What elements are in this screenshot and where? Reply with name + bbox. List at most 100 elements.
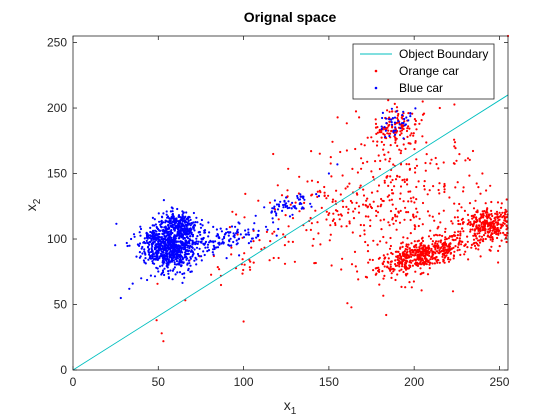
data-point (378, 268, 381, 271)
data-point (402, 251, 405, 254)
data-point (419, 243, 422, 246)
data-point (183, 237, 186, 240)
data-point (180, 264, 183, 267)
data-point (415, 215, 418, 218)
data-point (385, 122, 388, 125)
data-point (389, 244, 392, 248)
data-point (174, 273, 177, 276)
data-point (405, 129, 409, 133)
data-point (153, 262, 156, 265)
data-point (312, 237, 315, 241)
data-point (236, 242, 239, 245)
data-point (189, 257, 192, 260)
data-point (143, 250, 146, 253)
data-point (388, 118, 391, 121)
data-point (408, 163, 411, 166)
data-point (398, 265, 401, 268)
data-point (415, 158, 418, 161)
data-point (193, 248, 196, 251)
data-point (345, 149, 348, 152)
data-point (153, 255, 156, 258)
data-point (334, 200, 337, 203)
data-point (423, 257, 427, 260)
data-point (329, 156, 332, 159)
data-point (389, 132, 392, 135)
data-point (216, 266, 219, 269)
data-point (206, 250, 209, 253)
data-point (402, 253, 405, 256)
data-point (291, 217, 295, 220)
data-point (306, 180, 309, 183)
data-point (130, 237, 133, 241)
data-point (421, 100, 424, 103)
data-point (400, 285, 403, 288)
data-point (360, 157, 363, 160)
data-point (158, 245, 161, 248)
data-point (497, 215, 500, 218)
data-point (204, 240, 208, 243)
data-point (481, 228, 484, 231)
data-point (471, 149, 475, 153)
data-point (225, 257, 228, 260)
data-point (429, 237, 432, 240)
data-point (400, 149, 403, 152)
data-point (382, 235, 385, 239)
data-point (449, 258, 452, 261)
data-point (183, 256, 186, 259)
data-point (393, 123, 397, 126)
data-point (419, 260, 422, 263)
data-point (250, 237, 254, 240)
data-point (447, 251, 450, 254)
data-point (447, 260, 451, 263)
data-point (389, 157, 392, 160)
data-point (177, 233, 180, 236)
data-point (416, 264, 420, 267)
data-point (301, 206, 304, 209)
data-point (500, 239, 503, 242)
data-point (456, 236, 459, 240)
data-point (252, 228, 255, 231)
x-axis-label-base: x (284, 397, 291, 413)
data-point (453, 138, 456, 141)
data-point (378, 270, 381, 273)
data-point (390, 121, 393, 124)
data-point (348, 220, 351, 223)
data-point (392, 130, 395, 134)
data-point (150, 247, 153, 250)
data-point (353, 250, 357, 253)
data-point (433, 219, 436, 222)
data-point (231, 210, 234, 213)
data-point (138, 251, 141, 254)
data-point (442, 250, 445, 253)
data-point (362, 188, 365, 191)
data-point (165, 210, 168, 213)
data-point (396, 264, 399, 267)
data-point (189, 218, 192, 221)
data-point (426, 210, 430, 213)
data-point (398, 269, 401, 272)
data-point (459, 253, 462, 256)
data-point (156, 282, 159, 285)
data-point (482, 234, 486, 237)
data-point (181, 281, 184, 284)
data-point (183, 216, 186, 219)
data-point (376, 205, 379, 208)
data-point (456, 216, 459, 219)
data-point (310, 150, 313, 153)
data-point (185, 211, 188, 214)
data-point (346, 302, 349, 305)
data-point (200, 218, 203, 222)
data-point (414, 249, 417, 252)
data-point (148, 251, 151, 254)
data-point (144, 257, 147, 260)
data-point (185, 243, 188, 247)
data-point (153, 236, 156, 239)
data-point (497, 219, 500, 222)
data-point (318, 152, 321, 155)
data-point (186, 257, 189, 260)
data-point (181, 234, 185, 237)
data-point (421, 201, 425, 205)
data-point (178, 271, 182, 274)
data-point (160, 248, 163, 251)
data-point (357, 205, 361, 208)
